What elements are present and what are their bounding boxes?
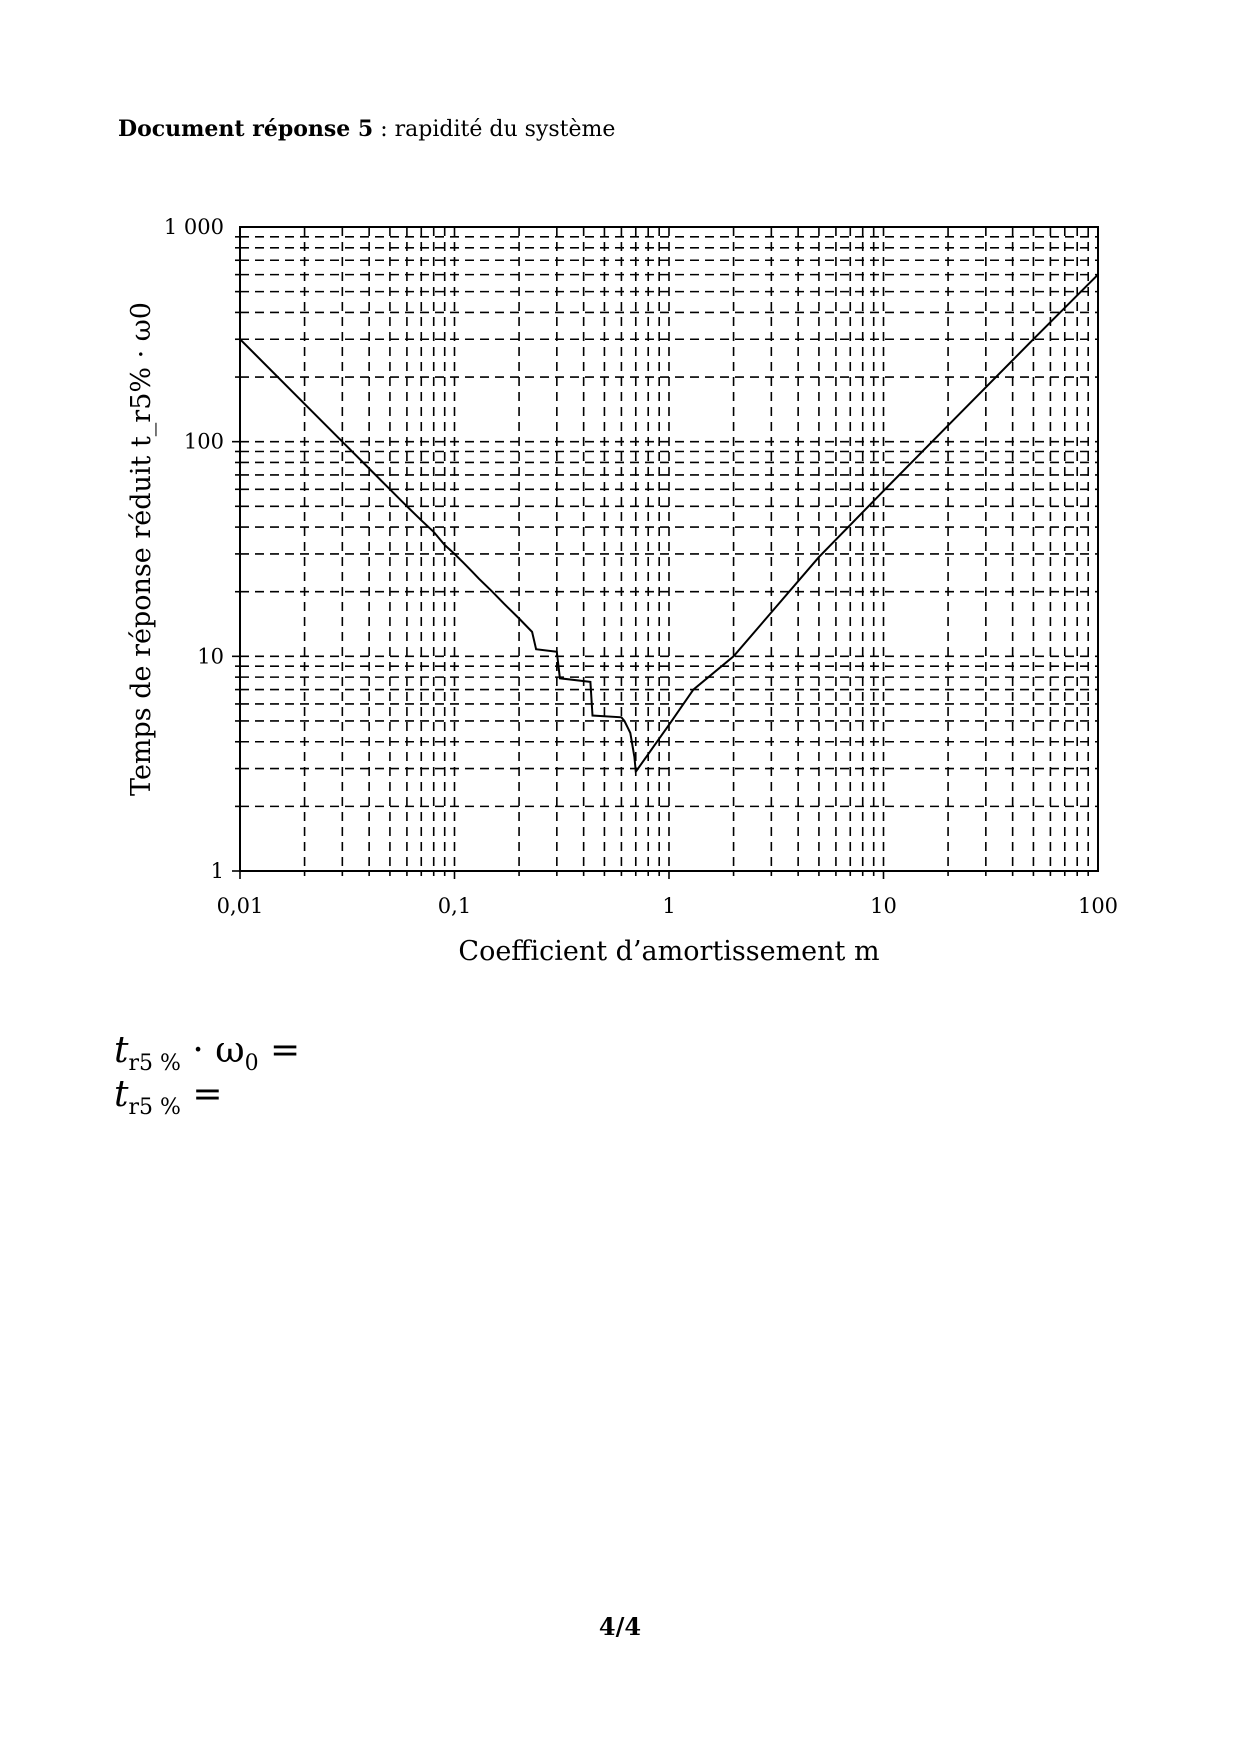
chart-series [239, 273, 1099, 775]
x-axis-label: Coefficient d’amortissement m [458, 936, 879, 967]
document-heading-bold: Document réponse 5 [118, 116, 374, 142]
y-tick-label: 1 [211, 859, 224, 883]
answer-line-1-omega: · ω [180, 1030, 245, 1071]
response-time-chart: 0,01 0,1 1 10 100 1 10 100 1 000 Coefficient d’a… [126, 215, 1118, 967]
chart-grid [240, 227, 1098, 871]
answer-line-2-symbol: t [114, 1074, 129, 1115]
y-axis-label: Temps de réponse réduit t_r5% · ω0 [126, 302, 157, 796]
x-tick-label: 10 [870, 894, 897, 918]
document-heading-rest: : rapidité du système [373, 117, 616, 142]
x-tick-label: 1 [662, 894, 675, 918]
page-number: 4/4 [598, 1612, 642, 1641]
chart-tick-labels: 0,01 0,1 1 10 100 1 10 100 1 000 [164, 215, 1118, 918]
y-tick-label: 1 000 [164, 215, 224, 239]
answer-line-1-subscript-0: 0 [244, 1051, 259, 1076]
y-tick-label: 100 [184, 430, 224, 454]
answer-line-2: tr5 % = [114, 1074, 223, 1120]
series-line [239, 273, 1099, 775]
x-tick-label: 0,1 [438, 894, 471, 918]
document-heading: Document réponse 5 : rapidité du système [118, 116, 615, 142]
answer-line-1: tr5 % · ω0 = [114, 1030, 300, 1076]
y-tick-label: 10 [197, 644, 224, 668]
answer-line-2-subscript: r5 % [128, 1095, 181, 1120]
answer-line-1-subscript: r5 % [128, 1051, 181, 1076]
answer-line-1-symbol: t [114, 1030, 129, 1071]
chart-ticks [232, 236, 1089, 879]
answer-line-2-equals: = [180, 1074, 223, 1115]
plot-frame [239, 226, 1099, 872]
answer-line-1-equals: = [258, 1030, 301, 1071]
x-tick-label: 0,01 [217, 894, 264, 918]
x-tick-label: 100 [1078, 894, 1118, 918]
